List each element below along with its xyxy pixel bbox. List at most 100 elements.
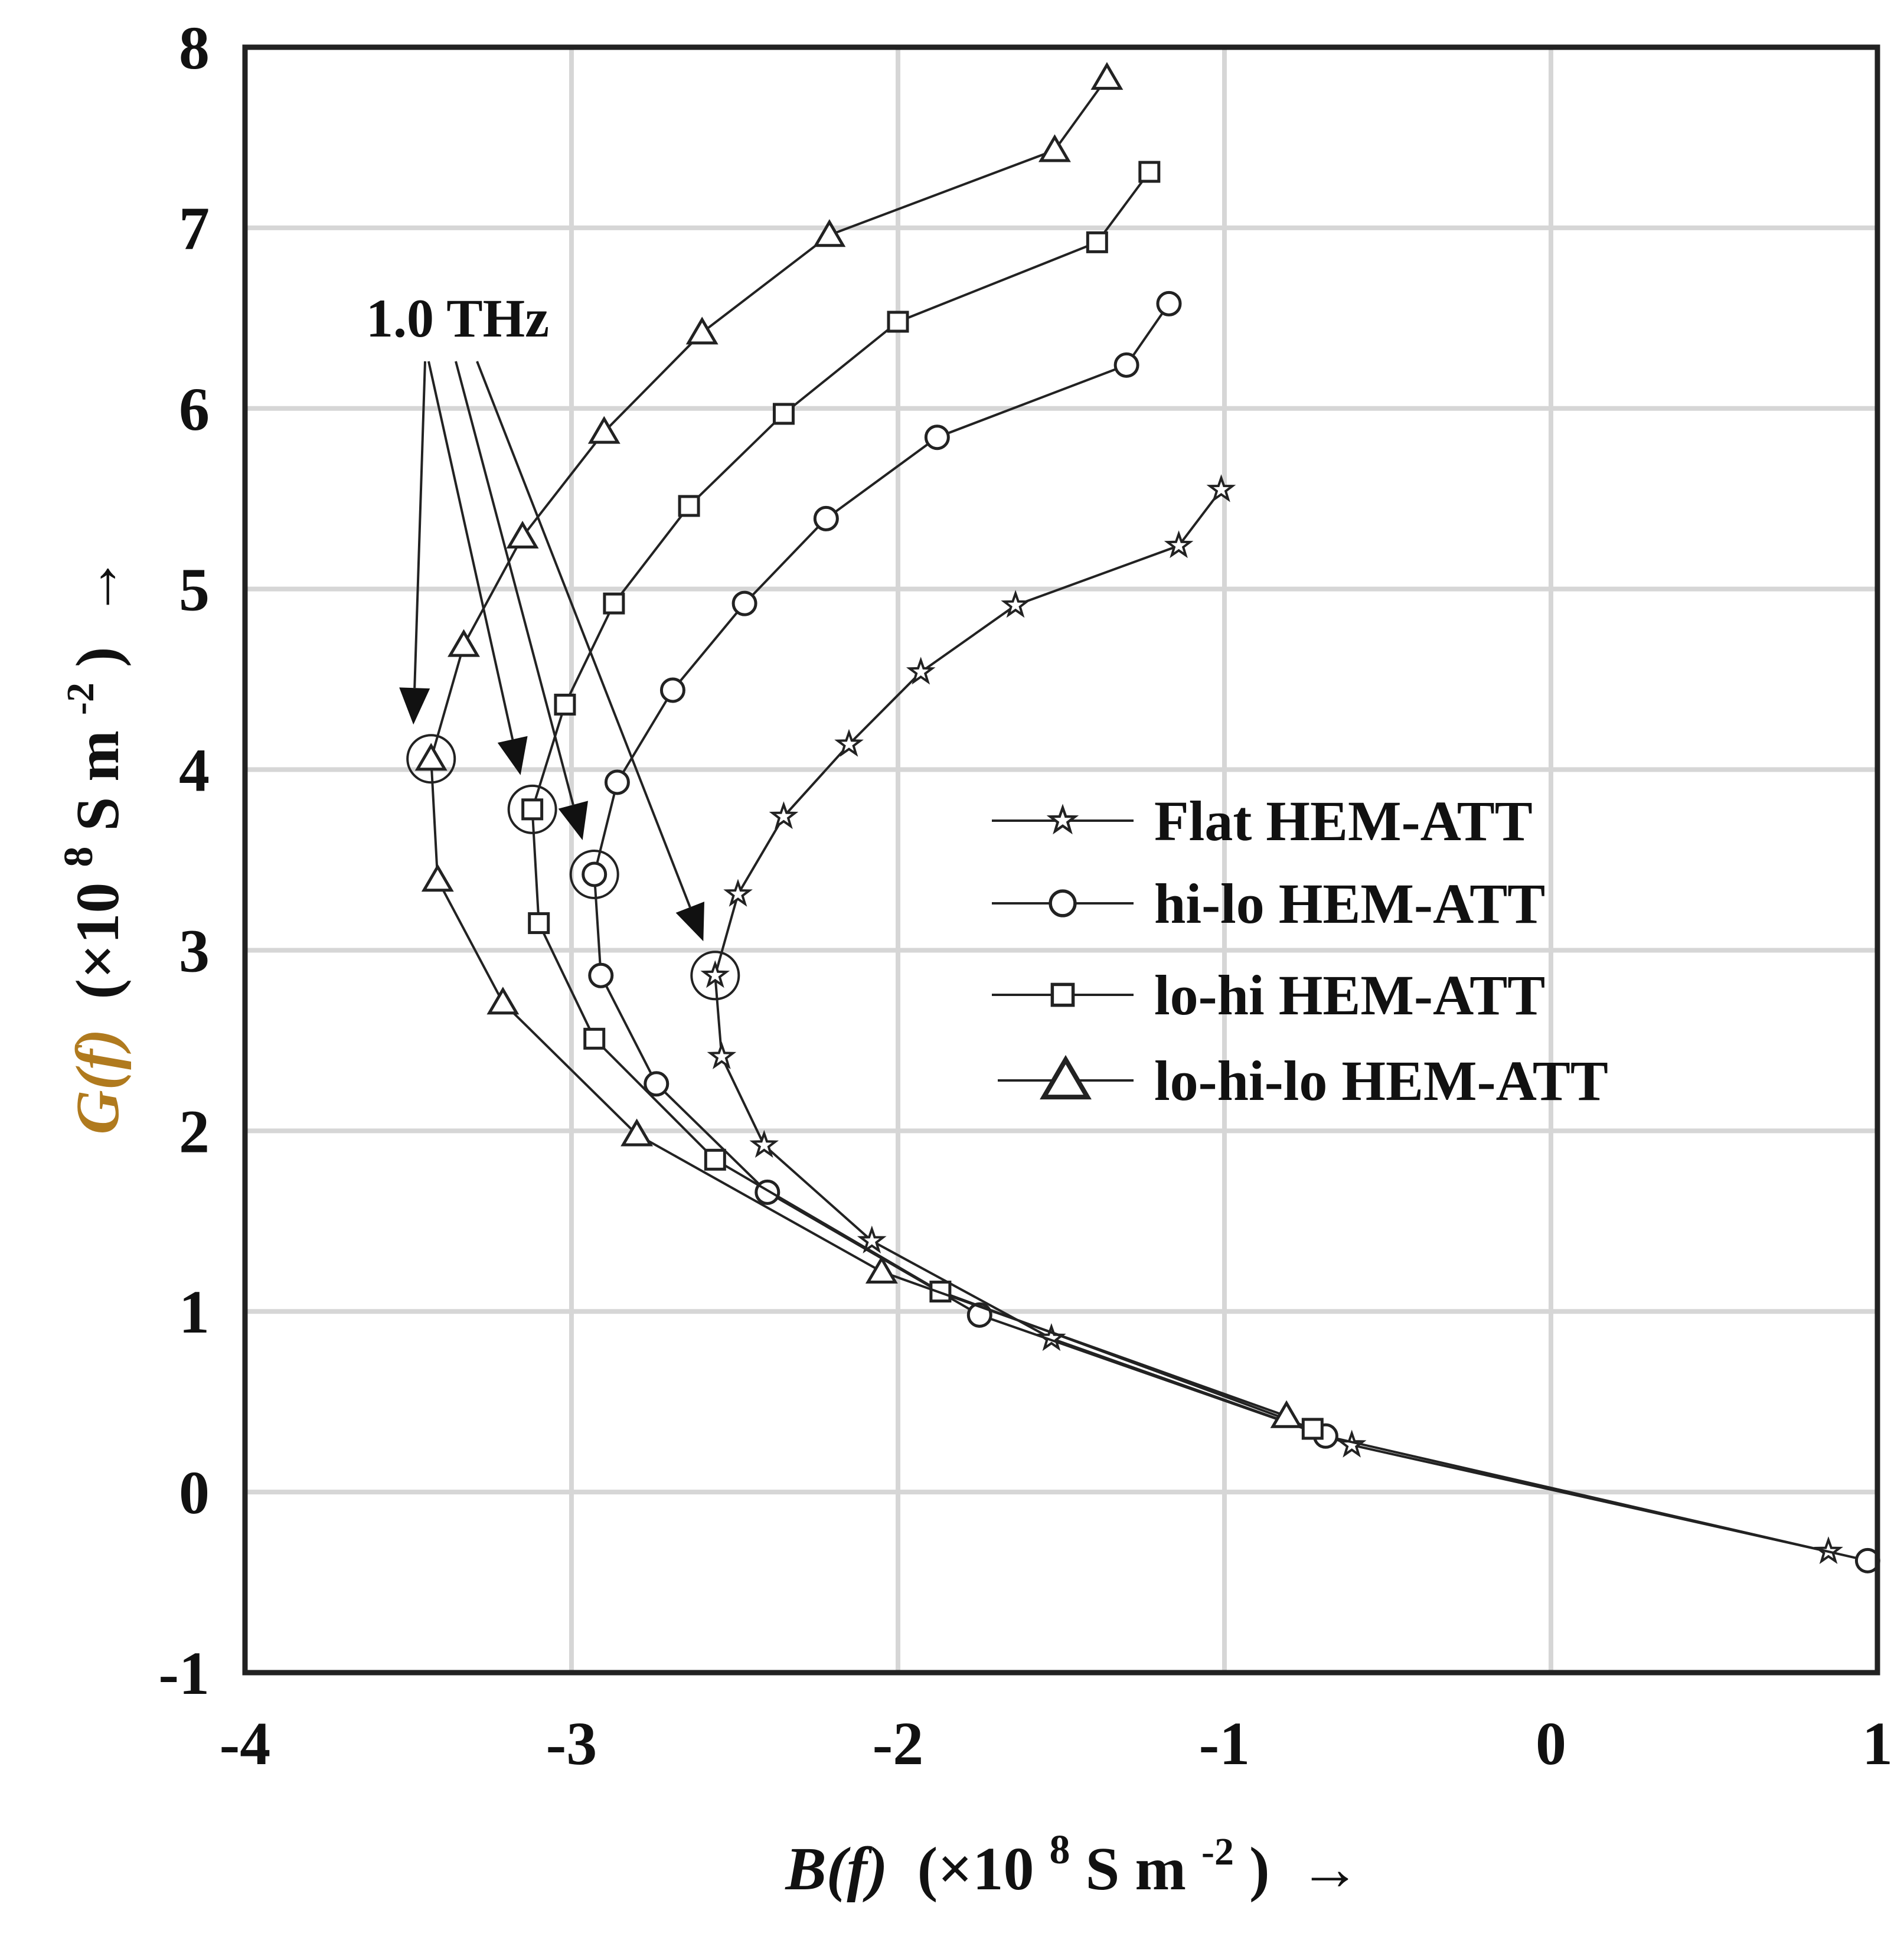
annotation-arrow-head bbox=[675, 902, 704, 942]
data-point bbox=[1090, 62, 1124, 90]
data-point bbox=[521, 798, 544, 821]
y-axis-unit: (×10 bbox=[64, 883, 132, 1000]
data-point bbox=[1270, 1400, 1303, 1428]
data-point bbox=[772, 403, 795, 425]
y-tick-label: 2 bbox=[179, 1098, 210, 1165]
y-tick-label: 4 bbox=[179, 737, 210, 805]
legend-label: hi-lo HEM-ATT bbox=[1154, 872, 1545, 935]
data-point bbox=[1301, 1418, 1324, 1440]
data-point bbox=[704, 1148, 726, 1171]
data-point bbox=[587, 416, 620, 444]
series-triangle bbox=[414, 62, 1303, 1428]
plot-frame bbox=[242, 44, 1880, 1676]
data-point bbox=[582, 861, 608, 887]
data-point bbox=[554, 693, 576, 716]
data-point bbox=[1156, 290, 1182, 316]
data-point bbox=[769, 801, 799, 830]
series-line bbox=[430, 77, 1287, 1418]
data-point bbox=[528, 912, 550, 935]
y-axis-exp: 8 bbox=[56, 847, 102, 867]
legend-marker bbox=[1046, 804, 1079, 835]
data-point bbox=[887, 311, 909, 333]
data-point bbox=[506, 520, 539, 549]
data-point bbox=[1001, 590, 1030, 618]
data-point bbox=[1138, 161, 1161, 183]
data-point bbox=[906, 657, 936, 685]
y-axis-unit-rest: S m bbox=[64, 730, 132, 831]
legend-label: lo-hi-lo HEM-ATT bbox=[1154, 1049, 1608, 1112]
data-point bbox=[603, 592, 625, 615]
annotation-label: 1.0 THz bbox=[366, 288, 549, 348]
x-tick-label: -3 bbox=[546, 1710, 597, 1778]
annotation-arrow-head bbox=[497, 736, 528, 775]
x-axis-func: B(f) bbox=[785, 1835, 887, 1903]
data-point bbox=[865, 1255, 898, 1284]
y-axis-func: G(f) bbox=[64, 1029, 132, 1135]
x-axis-exp: 8 bbox=[1050, 1827, 1070, 1873]
annotation-arrow-line bbox=[455, 361, 574, 805]
legend: Flat HEM-ATT hi-lo HEM-ATT lo-hi HEM-ATT lo… bbox=[992, 789, 1608, 1112]
highlight-circle bbox=[507, 784, 557, 834]
data-point bbox=[588, 962, 614, 988]
data-point bbox=[604, 769, 630, 795]
y-axis-close: ) bbox=[64, 646, 132, 667]
x-tick-label: 0 bbox=[1536, 1710, 1566, 1778]
data-point bbox=[659, 677, 685, 703]
data-point bbox=[414, 743, 448, 771]
x-axis-title: B(f) (×10 8 S m -2 ) → bbox=[785, 1809, 1360, 1903]
data-point bbox=[707, 1041, 737, 1070]
highlight-circle bbox=[569, 849, 619, 899]
data-point bbox=[813, 505, 839, 531]
y-tick-label: -1 bbox=[158, 1640, 210, 1707]
y-tick-label: 5 bbox=[179, 556, 210, 624]
legend-marker bbox=[1049, 889, 1077, 917]
y-axis-title: G(f) (×10 8 S m -2 ) → bbox=[38, 556, 132, 1134]
annotation-arrow-line bbox=[476, 361, 691, 908]
data-point bbox=[421, 864, 454, 892]
data-point bbox=[834, 729, 864, 757]
data-point bbox=[924, 425, 950, 450]
annotation-group: 1.0 THz bbox=[366, 288, 740, 1001]
annotation-arrow-head bbox=[558, 801, 588, 840]
y-tick-label: 8 bbox=[179, 14, 210, 82]
data-point bbox=[486, 987, 520, 1015]
data-point bbox=[1337, 1429, 1367, 1458]
x-tick-label: 1 bbox=[1862, 1710, 1893, 1778]
x-tick-label: -4 bbox=[220, 1710, 271, 1778]
legend-label: Flat HEM-ATT bbox=[1154, 789, 1533, 853]
x-axis-unit: (×10 bbox=[917, 1835, 1034, 1903]
data-point bbox=[1206, 474, 1236, 502]
data-point bbox=[723, 879, 753, 907]
legend-marker bbox=[1040, 1054, 1092, 1100]
data-point bbox=[731, 590, 757, 616]
data-point bbox=[1113, 352, 1139, 378]
data-point bbox=[678, 495, 700, 517]
data-point bbox=[583, 1027, 606, 1050]
x-axis-close: ) bbox=[1249, 1835, 1270, 1903]
annotation-arrow-line bbox=[413, 361, 426, 688]
data-point bbox=[1086, 231, 1108, 253]
tick-labels: -4 -3 -2 -1 0 1 -1 0 1 2 3 4 5 6 7 8 bbox=[158, 14, 1893, 1778]
data-point bbox=[700, 960, 730, 988]
x-axis-unit-exp: -2 bbox=[1201, 1830, 1234, 1873]
data-point bbox=[644, 1071, 669, 1097]
y-tick-label: 7 bbox=[179, 195, 210, 263]
y-axis-arrow: → bbox=[64, 556, 132, 617]
data-point bbox=[620, 1118, 654, 1147]
highlight-circle bbox=[690, 951, 740, 1001]
series-square bbox=[521, 161, 1324, 1440]
legend-marker bbox=[1050, 982, 1075, 1007]
legend-label: lo-hi HEM-ATT bbox=[1154, 964, 1545, 1027]
data-point bbox=[813, 219, 846, 247]
y-tick-label: 3 bbox=[179, 917, 210, 985]
x-axis-arrow: → bbox=[1299, 1835, 1361, 1903]
annotation-arrow-line bbox=[427, 361, 514, 740]
y-tick-label: 0 bbox=[179, 1459, 210, 1527]
highlight-circle bbox=[406, 734, 456, 784]
data-point bbox=[1038, 134, 1071, 162]
data-point bbox=[749, 1129, 779, 1158]
x-tick-label: -1 bbox=[1199, 1710, 1250, 1778]
x-tick-label: -2 bbox=[873, 1710, 924, 1778]
